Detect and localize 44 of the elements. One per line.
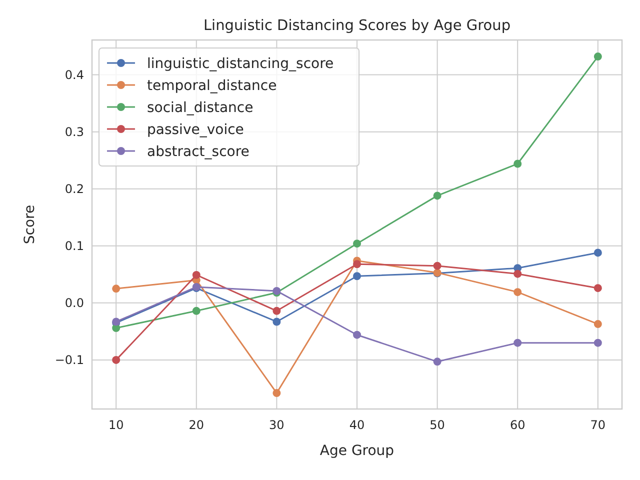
x-tick-label: 60 (510, 418, 526, 432)
point (594, 338, 602, 347)
point (353, 272, 361, 280)
point (112, 356, 120, 364)
legend-label: passive_voice (147, 122, 244, 138)
x-tick-label: 20 (188, 418, 204, 432)
point (192, 270, 200, 279)
point (433, 262, 442, 270)
y-tick-label: 0.2 (64, 182, 84, 196)
chart-title: Linguistic Distancing Scores by Age Group (203, 18, 511, 34)
point (353, 330, 361, 339)
legend-label: abstract_score (147, 144, 250, 160)
point (514, 270, 522, 278)
point (272, 318, 281, 326)
point (594, 284, 602, 292)
x-tick-label: 40 (349, 418, 365, 432)
x-tick-label: 10 (108, 418, 124, 432)
point (514, 160, 522, 168)
y-axis-title: Score (22, 204, 38, 244)
point (514, 288, 522, 296)
x-axis-title: Age Group (320, 443, 394, 459)
legend-label: temporal_distance (147, 78, 277, 94)
point (192, 306, 200, 315)
y-tick-label: −0.1 (54, 353, 84, 368)
point (433, 358, 442, 366)
legend-label: linguistic_distancing_score (147, 56, 334, 72)
x-tick-label: 70 (590, 418, 606, 432)
point (353, 260, 361, 268)
point (272, 389, 281, 398)
y-tick-label: 0.3 (64, 125, 84, 140)
x-tick-label: 30 (269, 418, 284, 432)
y-tick-label: 0.4 (64, 68, 84, 82)
point (433, 192, 442, 200)
x-tick-label: 50 (430, 418, 445, 432)
point (594, 52, 602, 61)
point (272, 306, 281, 315)
point (594, 248, 602, 257)
y-tick-label: 0.0 (64, 296, 84, 310)
legend-label: social_distance (147, 100, 254, 116)
y-tick-label: 0.1 (64, 239, 84, 254)
point (112, 284, 120, 293)
point (594, 320, 602, 328)
point (514, 338, 522, 347)
point (353, 240, 361, 248)
